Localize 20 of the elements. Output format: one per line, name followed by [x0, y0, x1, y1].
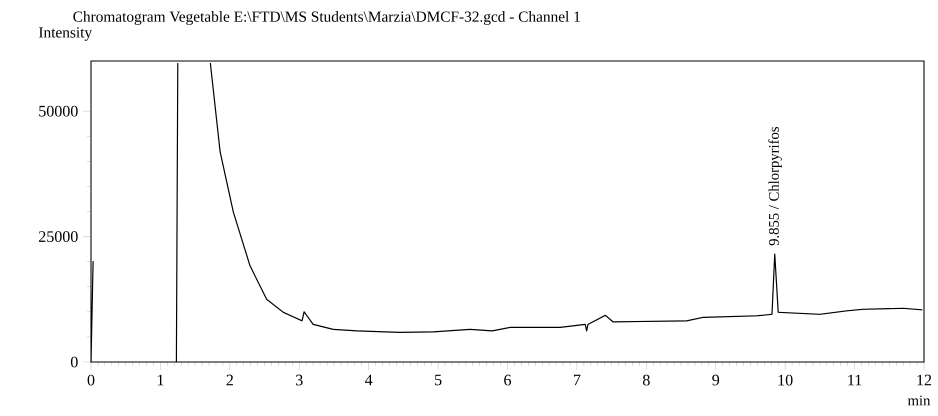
y-axis-title: Intensity: [38, 27, 92, 41]
x-tick-label: 8: [642, 374, 650, 386]
x-tick-label: 12: [917, 374, 932, 386]
x-tick-label: 11: [848, 374, 862, 386]
x-tick-label: 7: [574, 374, 580, 386]
x-tick-label: 6: [504, 374, 512, 386]
x-tick-label: 1: [158, 374, 164, 386]
x-tick-label: 3: [296, 374, 303, 386]
y-tick-label: 50000: [39, 106, 78, 117]
x-tick-label: 4: [364, 374, 372, 386]
x-tick-label: 0: [88, 374, 94, 386]
x-tick-label: 2: [226, 374, 233, 386]
y-tick-label: 0: [70, 356, 78, 368]
x-tick-label: 5: [435, 374, 442, 386]
x-tick-label: 9: [712, 374, 720, 386]
x-axis-title: min: [908, 396, 930, 406]
y-tick-label: 25000: [39, 231, 78, 242]
annotation: 9.855 / Chlorpyrifos: [768, 127, 782, 246]
x-tick-label: 10: [778, 374, 793, 386]
chart-title: Chromatogram Vegetable E:\FTD\MS Students\Marzia\DMCF-32.gcd - Channel 1: [73, 11, 580, 25]
